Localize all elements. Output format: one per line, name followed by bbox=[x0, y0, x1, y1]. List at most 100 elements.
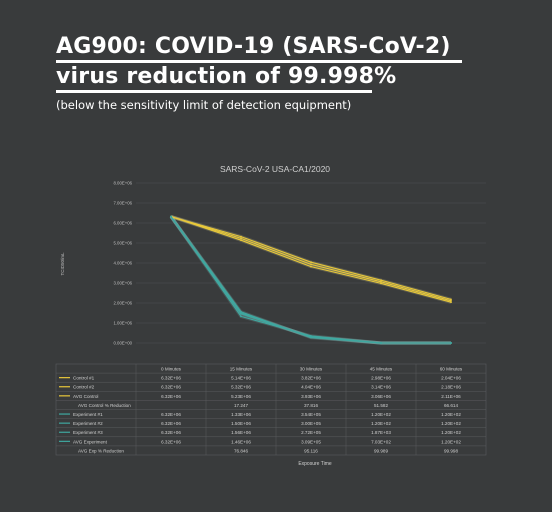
y-tick-label: 2.00E+06 bbox=[113, 301, 132, 306]
table-header-cell: 60 Minutes bbox=[440, 367, 463, 372]
table-cell: 1.20E+02 bbox=[371, 412, 391, 417]
data-point bbox=[170, 215, 172, 218]
headline-subtitle: (below the sensitivity limit of detectio… bbox=[56, 98, 352, 112]
table-cell: 1.50E+06 bbox=[231, 421, 251, 426]
data-point bbox=[240, 312, 242, 315]
table-header-cell: 45 Minutes bbox=[370, 367, 393, 372]
table-row-name: Experiment #3 bbox=[73, 430, 103, 435]
y-axis-label: TCID50/mL bbox=[60, 252, 65, 276]
data-point bbox=[450, 298, 452, 301]
table-cell: 6.32E+06 bbox=[161, 412, 181, 417]
data-point bbox=[450, 299, 452, 302]
y-tick-label: 0.00E+00 bbox=[113, 341, 132, 346]
y-tick-label: 5.00E+06 bbox=[113, 241, 132, 246]
table-cell: 3.09E+05 bbox=[301, 439, 321, 444]
table-cell: 95.116 bbox=[304, 448, 318, 453]
table-cell: 3.54E+05 bbox=[301, 412, 321, 417]
table-cell: 2.98E+06 bbox=[371, 376, 391, 381]
table-cell: 2.18E+06 bbox=[441, 385, 461, 390]
table-cell: 3.00E+05 bbox=[301, 421, 321, 426]
data-point bbox=[380, 282, 382, 285]
data-point bbox=[450, 342, 452, 344]
headline-underline-1 bbox=[56, 60, 462, 63]
table-cell: 3.93E+06 bbox=[301, 394, 321, 399]
data-point bbox=[240, 237, 242, 240]
table-cell: 1.56E+06 bbox=[231, 430, 251, 435]
data-point bbox=[240, 235, 242, 238]
data-point bbox=[450, 301, 452, 304]
y-tick-label: 4.00E+06 bbox=[113, 261, 132, 266]
y-tick-label: 1.00E+06 bbox=[113, 321, 132, 326]
y-tick-label: 8.00E+06 bbox=[113, 181, 132, 186]
table-row-name: Experiment #1 bbox=[73, 412, 103, 417]
table-cell: 1.33E+06 bbox=[231, 412, 251, 417]
data-point bbox=[310, 261, 312, 264]
data-point bbox=[240, 315, 242, 318]
table-cell: 4.04E+06 bbox=[301, 385, 321, 390]
table-header-cell: 30 Minutes bbox=[300, 367, 323, 372]
table-cell: 6.32E+06 bbox=[161, 376, 181, 381]
table-cell: 6.32E+06 bbox=[161, 430, 181, 435]
series-glow bbox=[169, 215, 451, 345]
table-header-cell: 0 Minutes bbox=[161, 367, 182, 372]
table-cell: 1.20E+02 bbox=[441, 412, 461, 417]
x-axis-label: Exposure Time bbox=[298, 461, 332, 467]
table-cell: 3.06E+06 bbox=[371, 394, 391, 399]
table-row-name: Control #1 bbox=[73, 376, 95, 381]
series-line-experiment-3 bbox=[170, 216, 451, 344]
table-cell: 99.989 bbox=[374, 448, 388, 453]
y-tick-label: 6.00E+06 bbox=[113, 221, 132, 226]
y-tick-label: 7.00E+06 bbox=[113, 201, 132, 206]
table-cell: 6.32E+06 bbox=[161, 439, 181, 444]
table-row-name: AVG Experiment bbox=[73, 439, 108, 444]
table-row-name: AVG Exp % Reduction bbox=[78, 448, 124, 453]
table-cell: 5.23E+06 bbox=[231, 394, 251, 399]
data-point bbox=[380, 342, 382, 344]
table-cell: 5.14E+06 bbox=[231, 376, 251, 381]
table-row-name: Control #2 bbox=[73, 385, 95, 390]
table-cell: 7.03E+02 bbox=[371, 439, 391, 444]
table-cell: 37.816 bbox=[304, 403, 318, 408]
table-cell: 1.87E+03 bbox=[371, 430, 391, 435]
table-cell: 76.846 bbox=[234, 448, 248, 453]
series-line-experiment-1 bbox=[170, 216, 451, 344]
data-point bbox=[380, 280, 382, 283]
headline-line-1: AG900: COVID-19 (SARS-CoV-2) bbox=[56, 34, 451, 59]
series-glow bbox=[169, 215, 451, 345]
table-cell: 51.582 bbox=[374, 403, 388, 408]
series-line-avg-experiment bbox=[170, 216, 451, 344]
table-cell: 1.46E+06 bbox=[231, 439, 251, 444]
headline-line-2: virus reduction of 99.998% bbox=[56, 64, 397, 89]
table-cell: 1.20E+02 bbox=[441, 421, 461, 426]
y-tick-label: 3.00E+06 bbox=[113, 281, 132, 286]
data-point bbox=[380, 279, 382, 282]
chart-title: SARS-CoV-2 USA-CA1/2020 bbox=[220, 164, 330, 174]
table-cell: 2.04E+06 bbox=[441, 376, 461, 381]
table-cell: 3.82E+06 bbox=[301, 376, 321, 381]
table-cell: 2.72E+05 bbox=[301, 430, 321, 435]
table-cell: 1.20E+02 bbox=[371, 421, 391, 426]
data-point bbox=[310, 263, 312, 266]
table-cell: 5.32E+06 bbox=[231, 385, 251, 390]
table-cell: 3.14E+06 bbox=[371, 385, 391, 390]
data-point bbox=[310, 265, 312, 268]
table-header-cell: 15 Minutes bbox=[230, 367, 253, 372]
table-cell: 2.11E+06 bbox=[441, 394, 461, 399]
series-glow bbox=[169, 215, 451, 345]
table-cell: 6.32E+06 bbox=[161, 385, 181, 390]
series-line-experiment-2 bbox=[170, 216, 451, 344]
table-cell: 1.20E+02 bbox=[441, 439, 461, 444]
data-point bbox=[240, 239, 242, 242]
table-row-name: Experiment #2 bbox=[73, 421, 103, 426]
data-point bbox=[310, 335, 312, 338]
table-cell: 1.20E+02 bbox=[441, 430, 461, 435]
table-cell: 66.614 bbox=[444, 403, 458, 408]
series-glow bbox=[169, 215, 451, 345]
headline-underline-2 bbox=[56, 90, 372, 93]
table-cell: 99.998 bbox=[444, 448, 458, 453]
table-cell: 17.247 bbox=[234, 403, 248, 408]
table-row-name: AVG Control bbox=[73, 394, 98, 399]
table-row-name: AVG Control % Reduction bbox=[78, 403, 131, 408]
